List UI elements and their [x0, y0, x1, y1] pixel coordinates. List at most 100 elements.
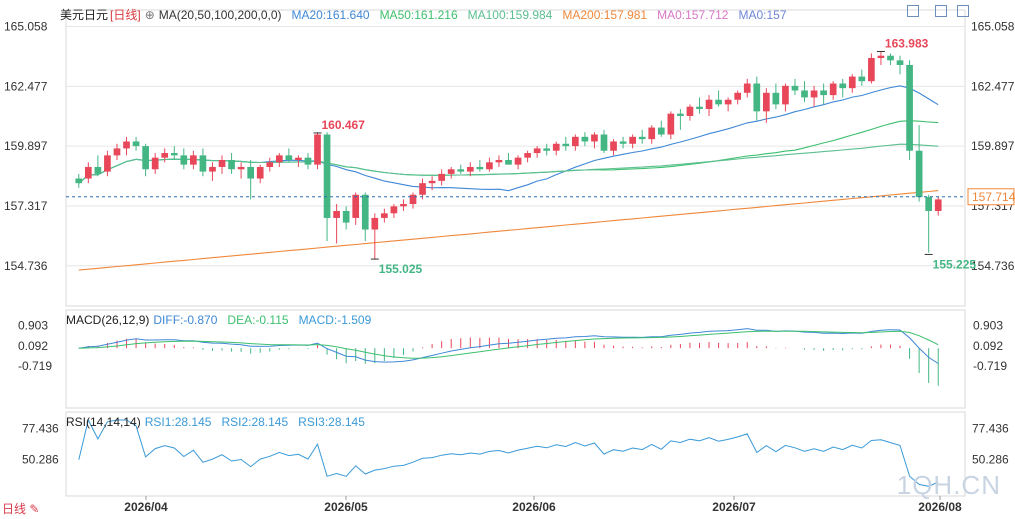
candle-body	[190, 155, 197, 165]
candle-body	[657, 127, 665, 135]
candle-body	[648, 127, 656, 140]
maximize-icon[interactable]	[957, 5, 969, 17]
candle-body	[132, 141, 140, 147]
candle-body	[619, 141, 627, 144]
ma50-value: MA50:161.216	[379, 8, 458, 22]
ma20-value: MA20:161.640	[291, 8, 370, 22]
macd-panel-frame	[65, 309, 966, 409]
candle-body	[734, 92, 742, 100]
y-tick-label-right: 165.058	[971, 20, 1015, 34]
candle-body	[123, 141, 130, 149]
period-label[interactable]: [日线]	[110, 8, 141, 22]
macd-dea-value: DEA:-0.115	[227, 313, 289, 327]
candle-body	[438, 173, 445, 181]
candle-body	[868, 58, 875, 82]
candle-body	[820, 90, 827, 96]
candle-body	[858, 76, 866, 82]
candle-body	[543, 148, 551, 151]
candle-body	[161, 153, 169, 158]
candle-body	[791, 85, 799, 91]
candle-body	[533, 148, 541, 154]
candle-body	[925, 197, 933, 211]
extreme-label: 155.225	[933, 257, 977, 271]
ma-params: MA(20,50,100,200,0,0)	[158, 8, 282, 22]
candle-body	[180, 155, 188, 165]
candle-body	[237, 166, 245, 170]
candle-body	[247, 166, 255, 179]
candle-body	[333, 210, 340, 218]
candle-body	[400, 204, 407, 207]
y-tick-label-left: 154.736	[4, 259, 48, 273]
candle-body	[743, 83, 751, 93]
candle-body	[572, 136, 579, 147]
candle-body	[696, 106, 703, 110]
watermark: 1QH.CN	[896, 470, 1001, 500]
macd-y-tick-left: -0.719	[18, 359, 52, 373]
extreme-label: 155.025	[379, 262, 423, 276]
candle-body	[304, 157, 312, 165]
candle-body	[848, 76, 856, 89]
rsi-label: RSI(14,14,14)	[66, 415, 141, 429]
macd-y-tick-left: 0.903	[18, 318, 48, 332]
macd-y-tick-right: 0.903	[973, 318, 1003, 332]
candle-body	[495, 160, 503, 163]
candle-body	[638, 136, 646, 140]
candle-body	[104, 155, 111, 172]
macd-label: MACD(26,12,9)	[66, 313, 150, 327]
y-tick-label-left: 165.058	[4, 20, 48, 34]
y-tick-label-right: 154.736	[971, 259, 1015, 273]
candle-body	[457, 169, 465, 172]
y-tick-label-right: 159.897	[971, 139, 1015, 153]
macd-legend: MACD(26,12,9) DIFF:-0.870 DEA:-0.115 MACD:-…	[66, 313, 381, 327]
move-icon[interactable]	[907, 5, 919, 17]
candle-body	[314, 134, 321, 165]
ma0-value-a: MA0:157.712	[657, 8, 729, 22]
macd-diff-value: DIFF:-0.870	[153, 313, 218, 327]
candle-body	[295, 157, 302, 160]
candle-body	[667, 113, 675, 135]
candle-body	[113, 148, 121, 156]
x-tick-label: 2026/08	[918, 500, 962, 514]
candle-body	[810, 90, 818, 98]
macd-y-tick-left: 0.092	[18, 339, 48, 353]
rsi3-value: RSI3:28.145	[298, 415, 365, 429]
rsi-line	[78, 418, 939, 487]
macd-y-tick-right: 0.092	[973, 339, 1003, 353]
candle-body	[896, 60, 904, 65]
candle-body	[724, 99, 732, 105]
rsi1-value: RSI1:28.145	[144, 415, 212, 429]
ma20-line	[78, 85, 939, 192]
candle-body	[342, 210, 350, 223]
macd-y-tick-right: -0.719	[973, 359, 1007, 373]
rsi-panel-frame	[65, 411, 966, 497]
candle-body	[562, 143, 570, 147]
candle-body	[801, 90, 808, 98]
rsi-y-tick-left: 77.436	[22, 422, 59, 436]
collapse-icon[interactable]	[935, 5, 947, 17]
macd-dea-line	[78, 330, 939, 359]
candle-body	[514, 157, 522, 165]
candle-body	[266, 162, 274, 167]
candle-body	[390, 206, 398, 214]
timeframe-tab[interactable]: 日线 ✎	[2, 502, 40, 516]
candle-body	[524, 153, 531, 158]
candle-body	[552, 143, 560, 151]
candle-body	[887, 55, 894, 61]
candle-body	[466, 166, 474, 172]
candle-body	[419, 183, 426, 195]
symbol-label: 美元日元	[60, 8, 109, 22]
candle-body	[829, 83, 837, 96]
candle-body	[877, 55, 885, 59]
rsi-y-tick-right: 77.436	[972, 422, 1009, 436]
candle-body	[915, 150, 923, 198]
candle-body	[591, 134, 598, 142]
ma100-value: MA100:159.984	[467, 8, 553, 22]
settings-icon[interactable]: ⊕	[144, 8, 155, 22]
candle-body	[762, 92, 770, 112]
candle-body	[209, 166, 216, 172]
main-panel-frame	[65, 9, 966, 307]
candle-body	[218, 160, 226, 167]
rsi-legend: RSI(14,14,14) RSI1:28.145 RSI2:28.145 RSI3:…	[66, 415, 375, 429]
candle-body	[428, 180, 436, 184]
